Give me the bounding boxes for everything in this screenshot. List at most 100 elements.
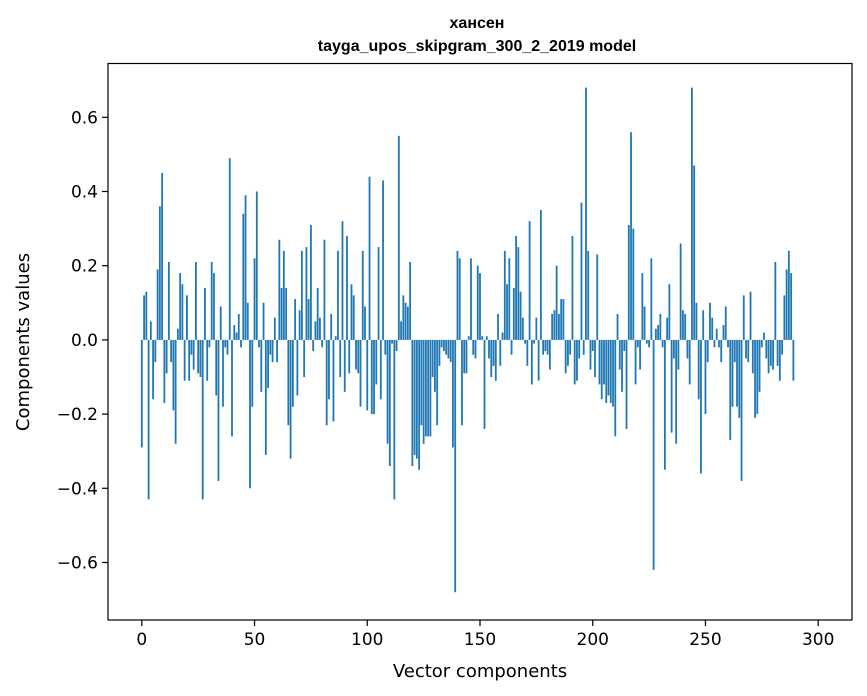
bar-234 <box>668 284 671 340</box>
bar-67 <box>291 339 294 407</box>
bar-32 <box>213 273 215 340</box>
bar-57 <box>269 339 272 355</box>
bar-7 <box>156 269 159 340</box>
bar-177 <box>539 210 542 340</box>
bar-172 <box>528 221 531 340</box>
bar-100 <box>366 339 369 411</box>
bar-226 <box>650 258 653 340</box>
bar-278 <box>767 339 770 374</box>
bar-126 <box>424 339 427 437</box>
bar-43 <box>237 313 240 340</box>
bar-199 <box>589 339 592 370</box>
bar-221 <box>639 339 641 370</box>
plot-frame <box>107 62 853 621</box>
bar-104 <box>375 339 378 385</box>
bar-42 <box>235 332 238 340</box>
bar-76 <box>312 339 315 352</box>
bar-197 <box>585 87 587 340</box>
bar-136 <box>447 339 450 359</box>
bar-102 <box>370 339 373 415</box>
bar-105 <box>377 247 380 340</box>
bar-97 <box>359 339 362 407</box>
bar-283 <box>778 339 781 381</box>
bar-78 <box>316 287 319 340</box>
bar-252 <box>709 302 711 340</box>
bars-group <box>140 87 795 593</box>
bar-207 <box>607 339 610 396</box>
bar-113 <box>395 339 398 352</box>
bar-106 <box>379 339 382 400</box>
bar-214 <box>623 339 626 352</box>
bar-35 <box>219 306 222 340</box>
bar-178 <box>542 339 545 355</box>
bar-111 <box>391 339 393 344</box>
bar-137 <box>449 339 452 363</box>
bar-52 <box>258 339 260 348</box>
bar-58 <box>271 339 274 363</box>
bar-267 <box>742 295 745 340</box>
bar-95 <box>355 339 357 370</box>
bar-123 <box>418 339 421 470</box>
bar-242 <box>686 339 689 359</box>
bar-141 <box>458 258 461 340</box>
bar-279 <box>769 339 772 366</box>
bar-156 <box>492 339 495 366</box>
bar-27 <box>201 339 204 500</box>
x-tick-label: 250 <box>689 630 721 650</box>
bar-69 <box>296 339 299 396</box>
bar-160 <box>501 332 504 340</box>
bar-223 <box>643 306 646 340</box>
bar-135 <box>445 339 448 355</box>
bar-19 <box>183 339 186 381</box>
bar-5 <box>152 339 154 400</box>
bar-289 <box>792 339 795 381</box>
bar-119 <box>409 261 412 340</box>
bar-103 <box>373 339 375 415</box>
bar-198 <box>587 250 590 340</box>
bar-4 <box>149 321 152 340</box>
bar-196 <box>582 339 585 355</box>
bar-281 <box>774 261 777 340</box>
bar-80 <box>321 339 324 348</box>
bar-130 <box>434 339 436 392</box>
bar-2 <box>145 291 148 340</box>
bar-182 <box>551 313 554 340</box>
bar-256 <box>718 339 720 348</box>
x-tick-label: 0 <box>136 630 147 650</box>
bar-254 <box>713 339 716 348</box>
bar-238 <box>677 339 680 370</box>
bar-167 <box>517 247 520 340</box>
bar-190 <box>569 339 572 355</box>
bar-174 <box>533 339 536 344</box>
bar-13 <box>170 339 173 363</box>
bar-251 <box>706 339 709 363</box>
bar-72 <box>303 339 306 377</box>
y-tick-label: −0.4 <box>57 479 98 499</box>
bar-185 <box>558 313 560 340</box>
bar-248 <box>700 339 702 474</box>
bar-99 <box>364 306 366 340</box>
bar-282 <box>776 339 779 366</box>
bar-107 <box>382 180 384 340</box>
bar-50 <box>253 258 256 340</box>
bar-170 <box>524 339 526 344</box>
bar-237 <box>675 339 678 444</box>
bar-64 <box>285 287 288 340</box>
bar-56 <box>267 339 269 389</box>
bar-273 <box>756 339 759 415</box>
bar-274 <box>758 339 761 392</box>
bar-140 <box>456 250 459 340</box>
bar-255 <box>715 328 718 340</box>
bar-48 <box>249 339 251 489</box>
bar-132 <box>438 339 441 366</box>
bar-110 <box>388 339 391 467</box>
bar-176 <box>537 339 540 381</box>
bar-161 <box>503 250 506 340</box>
bar-61 <box>278 239 281 340</box>
bar-147 <box>472 339 475 355</box>
bar-181 <box>548 339 551 370</box>
bar-89 <box>341 221 344 340</box>
bar-260 <box>727 339 729 348</box>
bar-284 <box>781 339 784 355</box>
bar-151 <box>481 336 484 340</box>
